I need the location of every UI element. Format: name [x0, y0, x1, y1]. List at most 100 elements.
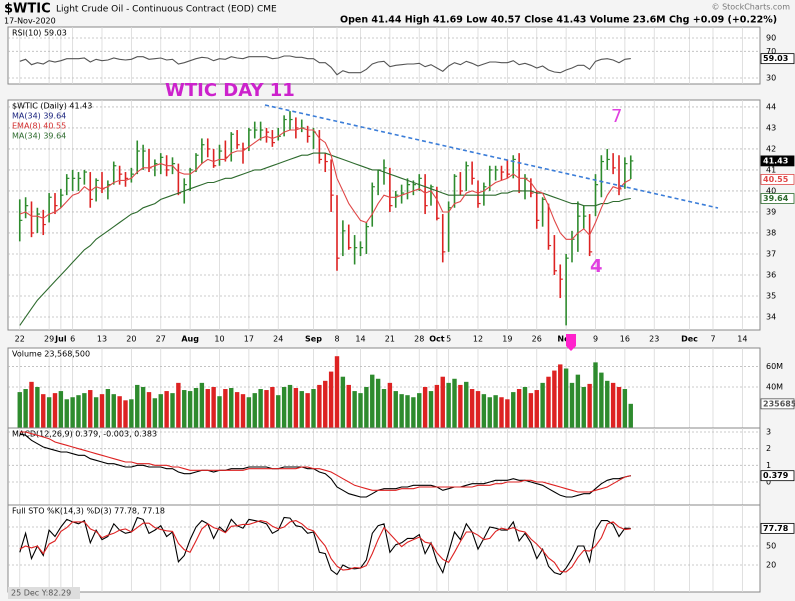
volume-bar: [93, 397, 99, 428]
last-value-label: 23568500: [763, 399, 795, 408]
volume-bar: [64, 399, 69, 428]
volume-bar: [217, 396, 222, 428]
volume-bar: [393, 391, 398, 428]
volume-bar: [481, 394, 487, 428]
volume-bar: [558, 364, 563, 428]
x-tick-label: 5: [446, 335, 451, 344]
volume-bar: [505, 399, 510, 428]
volume-bar: [164, 391, 169, 428]
x-tick-label: 8: [334, 335, 339, 344]
panel: [7, 427, 761, 506]
volume-bar: [240, 394, 246, 428]
volume-bar: [528, 393, 534, 428]
volume-bar: [622, 389, 628, 428]
volume-bar: [328, 371, 334, 428]
annotation-7: 7: [611, 106, 622, 127]
y-tick-label: 37: [766, 249, 776, 258]
volume-bar: [305, 393, 310, 428]
y-tick-label: 35: [766, 291, 776, 300]
volume-bar: [422, 386, 428, 428]
volume-bar: [187, 391, 193, 428]
legend-entry: EMA(8) 40.55: [12, 122, 66, 131]
y-tick-label: 38: [766, 228, 776, 237]
volume-bar: [628, 403, 633, 428]
volume-bar: [593, 362, 598, 428]
x-tick-label: 19: [502, 335, 512, 344]
last-value-label: 40.55: [763, 175, 789, 184]
series-line: [19, 127, 632, 240]
last-value-box: [760, 470, 795, 482]
volume-bar: [229, 388, 234, 428]
volume-bar: [299, 391, 304, 428]
y-tick-label: 36: [766, 270, 776, 279]
volume-bar: [340, 376, 346, 428]
x-tick-label: 27: [156, 335, 166, 344]
x-tick-label: 23: [649, 335, 659, 344]
volume-bar: [211, 386, 216, 428]
legend-entry: Full STO %K(14,3) %D(3) 77.78, 77.18: [12, 507, 165, 516]
volume-bar: [199, 382, 205, 428]
series-line: [19, 431, 631, 493]
volume-bar: [176, 382, 181, 428]
legend-entry: MA(34) 39.64: [12, 112, 66, 121]
volume-bar: [170, 393, 175, 428]
annotation-title: WTIC DAY 11: [165, 80, 295, 101]
volume-bar: [129, 399, 134, 428]
legend-entry: MACD(12,26,9) 0.379, -0.003, 0.383: [12, 430, 157, 439]
volume-bar: [246, 397, 252, 428]
volume-bar: [270, 386, 275, 428]
volume-bar: [205, 389, 210, 428]
last-value-label: 77.78: [763, 524, 789, 533]
x-tick-label: 29: [44, 335, 54, 344]
volume-bar: [411, 397, 416, 428]
y-tick-label: 20: [766, 560, 776, 569]
annotation-4: 4: [590, 256, 603, 277]
last-value-box: [760, 155, 795, 167]
volume-bar: [281, 386, 287, 428]
volume-bar: [58, 391, 64, 428]
volume-bar: [364, 386, 369, 428]
x-tick-label: 6: [70, 335, 75, 344]
cursor-box: [8, 587, 80, 599]
volume-bar: [140, 386, 146, 428]
x-tick-label: 13: [97, 335, 107, 344]
volume-bar: [264, 390, 269, 428]
last-value-label: 59.03: [763, 54, 788, 63]
marker-arrow: [566, 334, 576, 351]
volume-bar: [88, 390, 93, 428]
panel: [7, 504, 761, 593]
volume-bar: [317, 384, 322, 428]
volume-bar: [370, 374, 375, 428]
y-tick-label: 2: [766, 444, 771, 453]
volume-bar: [252, 393, 257, 428]
volume-bar: [599, 372, 604, 428]
volume-bar: [587, 383, 592, 428]
copyright: © StockCharts.com: [712, 3, 791, 12]
x-tick-label: 16: [620, 335, 630, 344]
quote: Open 41.44 High 41.69 Low 40.57 Close 41…: [340, 15, 777, 26]
y-tick-label: 70: [766, 47, 776, 56]
volume-bar: [352, 391, 357, 428]
volume-bar: [105, 389, 111, 428]
last-value-box: [760, 398, 795, 410]
volume-bar: [487, 397, 492, 428]
legend-entry: MA(34) 39.64: [12, 132, 66, 141]
x-tick-label: 12: [473, 335, 483, 344]
last-value-box: [760, 173, 795, 185]
trend-line: [264, 104, 719, 209]
volume-bar: [287, 384, 293, 428]
exchange: CME: [257, 5, 277, 15]
volume-bar: [258, 389, 263, 428]
volume-bar: [446, 382, 451, 428]
volume-bar: [158, 394, 163, 428]
x-tick-label: 21: [385, 335, 395, 344]
y-tick-label: 0: [766, 478, 771, 487]
volume-bar: [135, 384, 140, 428]
last-value-box: [760, 522, 795, 534]
panel: [7, 26, 761, 85]
x-tick-label: Sep: [305, 335, 322, 344]
volume-bar: [82, 393, 87, 428]
instrument-name: Light Crude Oil - Continuous Contract (E…: [56, 5, 254, 15]
y-tick-label: 30: [766, 74, 776, 83]
volume-bar: [17, 392, 22, 428]
